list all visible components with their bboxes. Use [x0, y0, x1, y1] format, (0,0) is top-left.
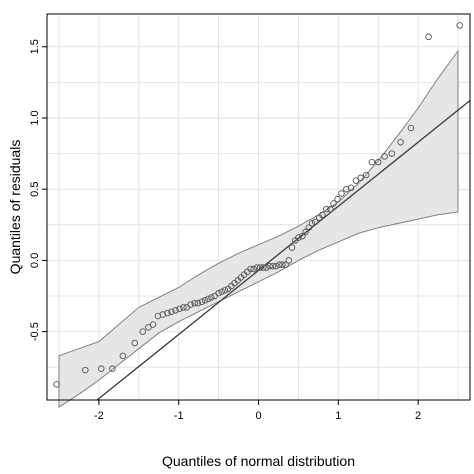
data-point	[334, 195, 341, 203]
data-point	[311, 218, 319, 226]
data-point	[279, 261, 286, 268]
data-point	[456, 22, 463, 29]
data-point	[159, 311, 166, 318]
data-point	[319, 211, 326, 219]
data-point	[208, 294, 215, 301]
data-point	[397, 138, 404, 146]
data-point	[109, 365, 116, 372]
y-tick-label: 1.0	[29, 110, 41, 125]
data-point	[253, 264, 261, 271]
data-point	[269, 262, 277, 270]
data-point	[381, 153, 388, 160]
y-tick-label: 0.5	[29, 182, 41, 197]
data-point	[276, 261, 283, 268]
x-tick-label: -2	[94, 410, 104, 422]
data-point	[407, 124, 415, 132]
data-point	[388, 150, 396, 157]
data-point	[263, 264, 270, 271]
data-point	[425, 33, 432, 41]
data-point	[221, 287, 229, 294]
y-axis-ticks: -0.5 0.0 0.5 1.0 1.5	[29, 39, 47, 341]
data-point	[302, 228, 309, 236]
data-point	[187, 301, 194, 308]
data-point	[352, 177, 360, 184]
data-point	[176, 305, 183, 313]
data-point	[282, 261, 289, 268]
data-point	[288, 244, 296, 251]
data-point	[330, 200, 337, 207]
data-point	[53, 381, 60, 388]
data-point	[145, 324, 152, 331]
data-point	[215, 289, 222, 297]
data-point	[308, 220, 316, 227]
data-points	[53, 22, 463, 388]
data-point	[154, 312, 162, 320]
data-point	[139, 328, 147, 335]
data-point	[164, 309, 171, 317]
data-point	[204, 295, 212, 303]
x-tick-label: -1	[174, 410, 184, 422]
data-point	[256, 264, 264, 271]
data-point	[250, 265, 257, 273]
data-point	[305, 224, 313, 231]
x-tick-label: 1	[335, 410, 341, 422]
data-point	[198, 298, 206, 305]
data-point	[357, 174, 364, 182]
data-point	[119, 352, 127, 360]
data-point	[201, 297, 209, 304]
x-axis-label: Quantiles of normal distribution	[162, 453, 355, 469]
data-point	[338, 190, 345, 197]
data-point	[149, 321, 157, 328]
data-point	[266, 262, 273, 270]
data-point	[98, 365, 105, 372]
data-point	[362, 171, 370, 179]
data-point	[82, 366, 89, 374]
data-point	[347, 184, 355, 192]
data-point	[131, 339, 139, 347]
x-tick-label: 0	[255, 410, 261, 422]
data-point	[299, 232, 306, 240]
confidence-band	[58, 49, 459, 409]
data-point	[247, 265, 254, 273]
data-point	[218, 288, 226, 295]
data-point	[194, 299, 202, 307]
data-point	[180, 304, 187, 311]
x-tick-label: 2	[415, 410, 421, 422]
data-point	[323, 205, 330, 213]
data-point	[368, 158, 376, 166]
data-point	[260, 264, 267, 271]
data-point	[295, 234, 302, 241]
x-axis-ticks: -2 -1 0 1 2	[94, 400, 421, 422]
reference-line	[96, 100, 471, 401]
data-point	[374, 158, 382, 166]
data-point	[343, 185, 350, 193]
data-point	[272, 262, 280, 270]
y-tick-label: 0.0	[29, 253, 41, 268]
data-point	[327, 205, 334, 213]
data-point	[285, 257, 293, 264]
y-tick-label: 1.5	[29, 39, 41, 54]
data-point	[191, 299, 198, 307]
y-tick-label: -0.5	[29, 322, 41, 341]
data-point	[172, 307, 179, 314]
y-axis-label: Quantiles of residuals	[7, 140, 23, 275]
data-point	[168, 308, 175, 315]
